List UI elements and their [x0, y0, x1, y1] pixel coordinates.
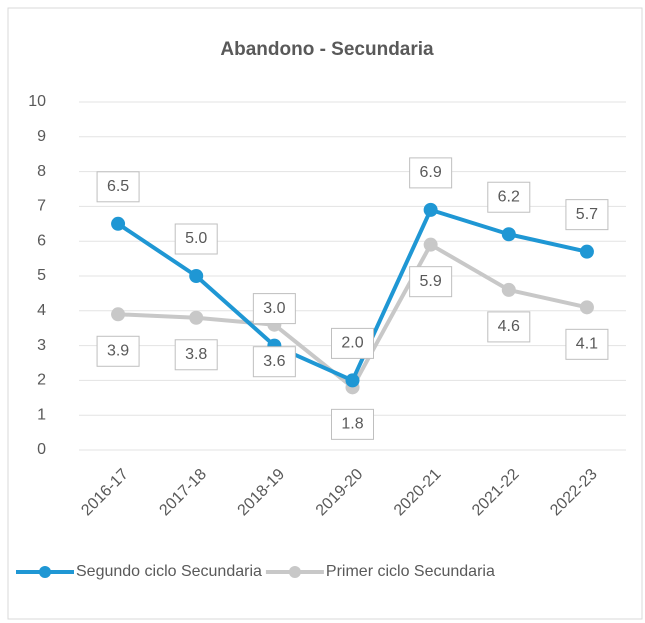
data-point [345, 373, 360, 388]
data-label-box [565, 328, 609, 360]
legend-label: Segundo ciclo Secundaria [76, 563, 262, 580]
y-tick-label: 0 [37, 441, 46, 458]
data-label: 3.9 [107, 342, 129, 359]
chart-title: Abandono - Secundaria [220, 39, 434, 60]
data-label: 5.0 [185, 230, 207, 247]
data-label-box [487, 311, 531, 343]
data-label: 3.0 [263, 300, 285, 317]
data-point [579, 244, 594, 259]
data-label-box [409, 266, 453, 298]
data-label-box [409, 157, 453, 189]
data-label-box [331, 327, 374, 359]
y-tick-label: 2 [37, 372, 46, 389]
data-label-box [252, 346, 296, 378]
data-label-box [96, 335, 140, 367]
data-label-box [174, 339, 218, 371]
y-tick-label: 9 [37, 128, 46, 145]
data-label: 6.9 [420, 164, 442, 181]
data-label: 5.9 [420, 273, 442, 290]
chart-frame [7, 7, 643, 620]
data-point [423, 237, 438, 252]
y-tick-label: 3 [37, 337, 46, 354]
data-label-box [487, 181, 531, 213]
legend-marker [288, 566, 301, 578]
y-tick-label: 4 [37, 302, 46, 319]
data-point [501, 227, 516, 242]
y-tick-label: 6 [37, 232, 46, 249]
data-point [189, 310, 204, 325]
data-label: 5.7 [576, 206, 598, 223]
data-label-box [96, 171, 140, 203]
data-label: 6.5 [107, 178, 129, 195]
y-tick-label: 1 [37, 406, 46, 423]
data-label: 4.1 [576, 336, 598, 353]
data-label-box [252, 293, 296, 325]
data-label: 2.0 [341, 335, 363, 352]
legend-label: Primer ciclo Secundaria [326, 563, 495, 580]
data-label: 3.6 [263, 353, 285, 370]
data-label: 3.8 [185, 346, 207, 363]
y-tick-label: 7 [37, 198, 46, 215]
data-point [111, 307, 126, 322]
data-point [423, 202, 438, 217]
y-tick-label: 5 [37, 267, 46, 284]
data-point [111, 216, 126, 231]
data-label: 1.8 [341, 416, 363, 433]
data-point [501, 282, 516, 297]
data-point [579, 300, 594, 315]
y-tick-label: 10 [28, 93, 46, 110]
legend-marker [39, 566, 51, 578]
data-point [189, 269, 204, 283]
y-tick-label: 8 [37, 163, 46, 180]
data-label: 4.6 [498, 318, 520, 335]
data-label-box [331, 408, 374, 440]
data-label-box [174, 223, 218, 255]
data-label: 6.2 [498, 188, 520, 205]
data-label-box [565, 199, 609, 231]
